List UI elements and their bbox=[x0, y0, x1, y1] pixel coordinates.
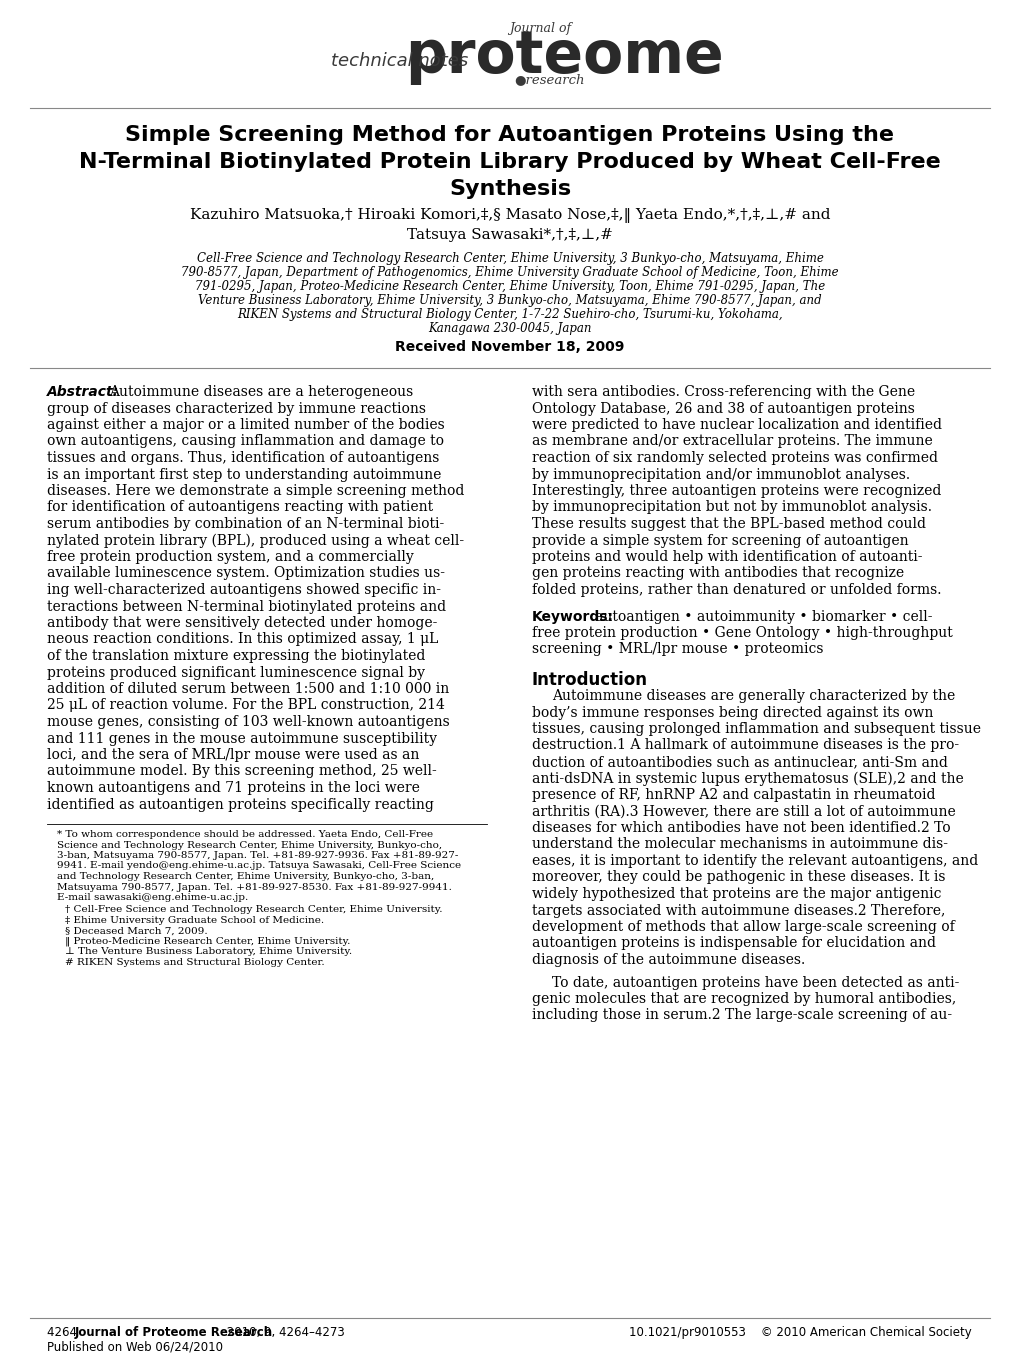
Text: for identification of autoantigens reacting with patient: for identification of autoantigens react… bbox=[47, 500, 433, 515]
Text: Simple Screening Method for Autoantigen Proteins Using the: Simple Screening Method for Autoantigen … bbox=[125, 125, 894, 145]
Text: Kanagawa 230-0045, Japan: Kanagawa 230-0045, Japan bbox=[428, 322, 591, 335]
Text: Cell-Free Science and Technology Research Center, Ehime University, 3 Bunkyo-cho: Cell-Free Science and Technology Researc… bbox=[197, 252, 822, 266]
Text: antibody that were sensitively detected under homoge-: antibody that were sensitively detected … bbox=[47, 617, 437, 630]
Text: is an important first step to understanding autoimmune: is an important first step to understand… bbox=[47, 467, 441, 481]
Text: 4264: 4264 bbox=[47, 1327, 85, 1339]
Text: and Technology Research Center, Ehime University, Bunkyo-cho, 3-ban,: and Technology Research Center, Ehime Un… bbox=[57, 873, 434, 881]
Text: development of methods that allow large-scale screening of: development of methods that allow large-… bbox=[532, 920, 954, 934]
Text: † Cell-Free Science and Technology Research Center, Ehime University.: † Cell-Free Science and Technology Resea… bbox=[65, 905, 442, 915]
Text: E-mail sawasaki@eng.ehime-u.ac.jp.: E-mail sawasaki@eng.ehime-u.ac.jp. bbox=[57, 893, 248, 902]
Text: identified as autoantigen proteins specifically reacting: identified as autoantigen proteins speci… bbox=[47, 798, 433, 812]
Text: of the translation mixture expressing the biotinylated: of the translation mixture expressing th… bbox=[47, 649, 425, 663]
Text: by immunoprecipitation but not by immunoblot analysis.: by immunoprecipitation but not by immuno… bbox=[532, 500, 931, 515]
Text: # RIKEN Systems and Structural Biology Center.: # RIKEN Systems and Structural Biology C… bbox=[65, 958, 324, 967]
Text: tissues, causing prolonged inflammation and subsequent tissue: tissues, causing prolonged inflammation … bbox=[532, 722, 980, 736]
Text: * To whom correspondence should be addressed. Yaeta Endo, Cell-Free: * To whom correspondence should be addre… bbox=[57, 831, 433, 839]
Text: tissues and organs. Thus, identification of autoantigens: tissues and organs. Thus, identification… bbox=[47, 451, 439, 465]
Text: autoantigen proteins is indispensable for elucidation and: autoantigen proteins is indispensable fo… bbox=[532, 936, 935, 950]
Text: Abstract:: Abstract: bbox=[47, 385, 119, 398]
Text: Journal of Proteome Research: Journal of Proteome Research bbox=[75, 1327, 273, 1339]
Text: ●research: ●research bbox=[515, 73, 585, 85]
Text: and 111 genes in the mouse autoimmune susceptibility: and 111 genes in the mouse autoimmune su… bbox=[47, 732, 436, 745]
Text: Introduction: Introduction bbox=[532, 671, 647, 688]
Text: ‡ Ehime University Graduate School of Medicine.: ‡ Ehime University Graduate School of Me… bbox=[65, 916, 324, 925]
Text: ⊥ The Venture Business Laboratory, Ehime University.: ⊥ The Venture Business Laboratory, Ehime… bbox=[65, 947, 352, 957]
Text: 791-0295, Japan, Proteo-Medicine Research Center, Ehime University, Toon, Ehime : 791-0295, Japan, Proteo-Medicine Researc… bbox=[195, 280, 824, 293]
Text: ing well-characterized autoantigens showed specific in-: ing well-characterized autoantigens show… bbox=[47, 583, 440, 598]
Text: 9941. E-mail yendo@eng.ehime-u.ac.jp. Tatsuya Sawasaki, Cell-Free Science: 9941. E-mail yendo@eng.ehime-u.ac.jp. Ta… bbox=[57, 862, 461, 870]
Text: teractions between N-terminal biotinylated proteins and: teractions between N-terminal biotinylat… bbox=[47, 599, 445, 614]
Text: autoimmune model. By this screening method, 25 well-: autoimmune model. By this screening meth… bbox=[47, 764, 436, 779]
Text: as membrane and/or extracellular proteins. The immune: as membrane and/or extracellular protein… bbox=[532, 435, 931, 449]
Text: reaction of six randomly selected proteins was confirmed: reaction of six randomly selected protei… bbox=[532, 451, 937, 465]
Text: To date, autoantigen proteins have been detected as anti-: To date, autoantigen proteins have been … bbox=[551, 976, 959, 989]
Text: mouse genes, consisting of 103 well-known autoantigens: mouse genes, consisting of 103 well-know… bbox=[47, 715, 449, 729]
Text: group of diseases characterized by immune reactions: group of diseases characterized by immun… bbox=[47, 401, 426, 416]
Text: widely hypothesized that proteins are the major antigenic: widely hypothesized that proteins are th… bbox=[532, 888, 941, 901]
Text: loci, and the sera of MRL/lpr mouse were used as an: loci, and the sera of MRL/lpr mouse were… bbox=[47, 748, 419, 762]
Text: Keywords:: Keywords: bbox=[532, 610, 613, 623]
Text: presence of RF, hnRNP A2 and calpastatin in rheumatoid: presence of RF, hnRNP A2 and calpastatin… bbox=[532, 789, 934, 802]
Text: gen proteins reacting with antibodies that recognize: gen proteins reacting with antibodies th… bbox=[532, 566, 903, 580]
Text: 790-8577, Japan, Department of Pathogenomics, Ehime University Graduate School o: 790-8577, Japan, Department of Pathogeno… bbox=[181, 266, 838, 279]
Text: neous reaction conditions. In this optimized assay, 1 μL: neous reaction conditions. In this optim… bbox=[47, 633, 438, 646]
Text: 2010, 9, 4264–4273: 2010, 9, 4264–4273 bbox=[223, 1327, 344, 1339]
Text: RIKEN Systems and Structural Biology Center, 1-7-22 Suehiro-cho, Tsurumi-ku, Yok: RIKEN Systems and Structural Biology Cen… bbox=[237, 308, 782, 321]
Text: understand the molecular mechanisms in autoimmune dis-: understand the molecular mechanisms in a… bbox=[532, 837, 947, 851]
Text: Published on Web 06/24/2010: Published on Web 06/24/2010 bbox=[47, 1340, 223, 1354]
Text: free protein production system, and a commercially: free protein production system, and a co… bbox=[47, 550, 414, 564]
Text: Interestingly, three autoantigen proteins were recognized: Interestingly, three autoantigen protein… bbox=[532, 484, 941, 499]
Text: own autoantigens, causing inflammation and damage to: own autoantigens, causing inflammation a… bbox=[47, 435, 443, 449]
Text: nylated protein library (BPL), produced using a wheat cell-: nylated protein library (BPL), produced … bbox=[47, 534, 464, 547]
Text: diseases. Here we demonstrate a simple screening method: diseases. Here we demonstrate a simple s… bbox=[47, 484, 464, 499]
Text: proteome: proteome bbox=[406, 28, 723, 85]
Text: genic molecules that are recognized by humoral antibodies,: genic molecules that are recognized by h… bbox=[532, 992, 956, 1005]
Text: proteins and would help with identification of autoanti-: proteins and would help with identificat… bbox=[532, 550, 921, 564]
Text: Synthesis: Synthesis bbox=[448, 179, 571, 199]
Text: available luminescence system. Optimization studies us-: available luminescence system. Optimizat… bbox=[47, 566, 444, 580]
Text: with sera antibodies. Cross-referencing with the Gene: with sera antibodies. Cross-referencing … bbox=[532, 385, 914, 398]
Text: screening • MRL/lpr mouse • proteomics: screening • MRL/lpr mouse • proteomics bbox=[532, 642, 822, 657]
Text: § Deceased March 7, 2009.: § Deceased March 7, 2009. bbox=[65, 927, 208, 935]
Text: eases, it is important to identify the relevant autoantigens, and: eases, it is important to identify the r… bbox=[532, 854, 977, 869]
Text: provide a simple system for screening of autoantigen: provide a simple system for screening of… bbox=[532, 534, 908, 547]
Text: Received November 18, 2009: Received November 18, 2009 bbox=[395, 340, 624, 354]
Text: Journal of: Journal of bbox=[508, 22, 571, 35]
Text: Venture Business Laboratory, Ehime University, 3 Bunkyo-cho, Matsuyama, Ehime 79: Venture Business Laboratory, Ehime Unive… bbox=[198, 294, 821, 308]
Text: free protein production • Gene Ontology • high-throughput: free protein production • Gene Ontology … bbox=[532, 626, 952, 640]
Text: Autoimmune diseases are a heterogeneous: Autoimmune diseases are a heterogeneous bbox=[109, 385, 413, 398]
Text: technical notes: technical notes bbox=[331, 51, 468, 70]
Text: destruction.1 A hallmark of autoimmune diseases is the pro-: destruction.1 A hallmark of autoimmune d… bbox=[532, 738, 958, 752]
Text: folded proteins, rather than denatured or unfolded forms.: folded proteins, rather than denatured o… bbox=[532, 583, 941, 598]
Text: anti-dsDNA in systemic lupus erythematosus (SLE),2 and the: anti-dsDNA in systemic lupus erythematos… bbox=[532, 771, 963, 786]
Text: proteins produced significant luminescence signal by: proteins produced significant luminescen… bbox=[47, 665, 425, 679]
Text: 3-ban, Matsuyama 790-8577, Japan. Tel. +81-89-927-9936. Fax +81-89-927-: 3-ban, Matsuyama 790-8577, Japan. Tel. +… bbox=[57, 851, 458, 860]
Text: moreover, they could be pathogenic in these diseases. It is: moreover, they could be pathogenic in th… bbox=[532, 870, 945, 885]
Text: diseases for which antibodies have not been identified.2 To: diseases for which antibodies have not b… bbox=[532, 821, 950, 835]
Text: Tatsuya Sawasaki*,†,‡,⊥,#: Tatsuya Sawasaki*,†,‡,⊥,# bbox=[407, 228, 612, 243]
Text: known autoantigens and 71 proteins in the loci were: known autoantigens and 71 proteins in th… bbox=[47, 780, 420, 795]
Text: ‖ Proteo-Medicine Research Center, Ehime University.: ‖ Proteo-Medicine Research Center, Ehime… bbox=[65, 938, 351, 947]
Text: against either a major or a limited number of the bodies: against either a major or a limited numb… bbox=[47, 417, 444, 432]
Text: Kazuhiro Matsuoka,† Hiroaki Komori,‡,§ Masato Nose,‡,‖ Yaeta Endo,*,†,‡,⊥,# and: Kazuhiro Matsuoka,† Hiroaki Komori,‡,§ M… bbox=[190, 209, 829, 224]
Text: Autoimmune diseases are generally characterized by the: Autoimmune diseases are generally charac… bbox=[551, 688, 955, 703]
Text: serum antibodies by combination of an N-terminal bioti-: serum antibodies by combination of an N-… bbox=[47, 518, 444, 531]
Text: were predicted to have nuclear localization and identified: were predicted to have nuclear localizat… bbox=[532, 417, 942, 432]
Text: duction of autoantibodies such as antinuclear, anti-Sm and: duction of autoantibodies such as antinu… bbox=[532, 755, 947, 770]
Text: 25 μL of reaction volume. For the BPL construction, 214: 25 μL of reaction volume. For the BPL co… bbox=[47, 698, 444, 713]
Text: including those in serum.2 The large-scale screening of au-: including those in serum.2 The large-sca… bbox=[532, 1008, 951, 1023]
Text: diagnosis of the autoimmune diseases.: diagnosis of the autoimmune diseases. bbox=[532, 953, 804, 967]
Text: These results suggest that the BPL-based method could: These results suggest that the BPL-based… bbox=[532, 518, 925, 531]
Text: Ontology Database, 26 and 38 of autoantigen proteins: Ontology Database, 26 and 38 of autoanti… bbox=[532, 401, 914, 416]
Text: N-Terminal Biotinylated Protein Library Produced by Wheat Cell-Free: N-Terminal Biotinylated Protein Library … bbox=[79, 152, 940, 172]
Text: 10.1021/pr9010553    © 2010 American Chemical Society: 10.1021/pr9010553 © 2010 American Chemic… bbox=[629, 1327, 971, 1339]
Text: arthritis (RA).3 However, there are still a lot of autoimmune: arthritis (RA).3 However, there are stil… bbox=[532, 805, 955, 818]
Text: body’s immune responses being directed against its own: body’s immune responses being directed a… bbox=[532, 706, 932, 720]
Text: targets associated with autoimmune diseases.2 Therefore,: targets associated with autoimmune disea… bbox=[532, 904, 945, 917]
Text: autoantigen • autoimmunity • biomarker • cell-: autoantigen • autoimmunity • biomarker •… bbox=[594, 610, 931, 623]
Text: addition of diluted serum between 1:500 and 1:10 000 in: addition of diluted serum between 1:500 … bbox=[47, 682, 448, 696]
Text: Matsuyama 790-8577, Japan. Tel. +81-89-927-8530. Fax +81-89-927-9941.: Matsuyama 790-8577, Japan. Tel. +81-89-9… bbox=[57, 882, 451, 892]
Text: by immunoprecipitation and/or immunoblot analyses.: by immunoprecipitation and/or immunoblot… bbox=[532, 467, 909, 481]
Text: Science and Technology Research Center, Ehime University, Bunkyo-cho,: Science and Technology Research Center, … bbox=[57, 840, 441, 850]
